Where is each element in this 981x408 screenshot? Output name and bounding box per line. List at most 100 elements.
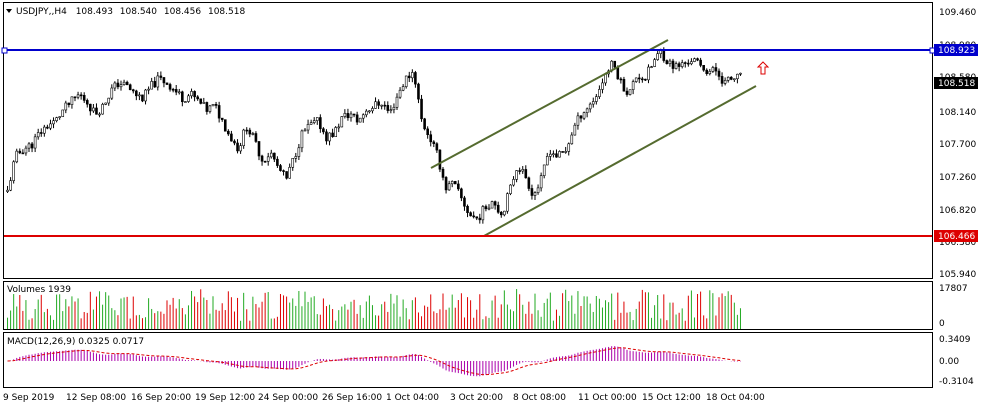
time-axis: 9 Sep 2019 12 Sep 08:00 16 Sep 20:00 19 … (3, 393, 765, 403)
candle-body (705, 69, 709, 74)
channel-lower-line[interactable] (483, 85, 757, 237)
candle-body (726, 76, 730, 81)
time-tick: 24 Sep 00:00 (258, 393, 318, 403)
candle-body (251, 133, 255, 135)
candle-body (463, 197, 466, 207)
candle-body (79, 94, 83, 97)
candle-body (524, 169, 528, 179)
candle-body (181, 91, 184, 103)
time-tick: 19 Sep 12:00 (195, 393, 255, 403)
candle-body (539, 175, 543, 189)
price-tick: 106.380 (939, 238, 976, 248)
candle-body (334, 127, 337, 137)
candle-body (634, 77, 638, 82)
time-tick: 15 Oct 12:00 (642, 393, 701, 403)
candle-body (309, 122, 313, 125)
candle-body (165, 82, 169, 85)
candle-body (245, 129, 249, 132)
candle-body (46, 126, 49, 129)
candle-body (622, 79, 626, 92)
candle-body (665, 60, 669, 65)
candle-body (269, 152, 273, 158)
candle-body (604, 73, 607, 84)
candle-body (119, 84, 123, 88)
volume-label: Volumes 1939 (7, 285, 71, 295)
candle-body (573, 124, 577, 136)
candle-body (128, 84, 132, 91)
candle-body (73, 96, 77, 99)
volume-tick: 17807 (939, 284, 968, 294)
candle-body (490, 201, 494, 209)
price-panel-frame (3, 2, 933, 279)
candle-body (628, 89, 632, 95)
candle-body (530, 188, 534, 196)
candle-body (162, 77, 166, 84)
candle-body (315, 117, 319, 121)
dropdown-triangle-icon[interactable] (6, 9, 12, 13)
resistance-anchor[interactable] (1, 47, 8, 54)
candle-body (426, 128, 429, 135)
candle-body (95, 107, 98, 115)
time-tick: 11 Oct 00:00 (578, 393, 637, 403)
candle-body (598, 89, 601, 97)
candle-body (82, 95, 86, 101)
candle-body (503, 210, 506, 216)
candle-body (343, 113, 347, 117)
candle-body (561, 151, 564, 153)
candle-body (340, 116, 344, 128)
candle-body (567, 143, 571, 152)
candle-body (591, 101, 595, 105)
price-tick: 109.460 (939, 8, 976, 18)
candle-body (263, 160, 267, 163)
candle-body (545, 156, 549, 166)
up-arrow-icon[interactable] (756, 61, 770, 75)
candle-body (711, 67, 715, 72)
candle-body (331, 132, 334, 137)
candle-body (6, 189, 9, 192)
candle-body (260, 155, 264, 162)
candle-body (683, 62, 687, 64)
candle-body (699, 59, 702, 66)
candle-body (12, 161, 15, 181)
candle-body (300, 130, 304, 149)
resistance-price-label: 108.923 (938, 46, 975, 56)
candle-body (171, 88, 175, 91)
candle-body (588, 103, 592, 110)
candle-body (466, 205, 469, 213)
candle-body (552, 153, 555, 156)
channel-upper-line[interactable] (430, 39, 669, 169)
candle-body (398, 89, 402, 98)
candle-body (555, 153, 558, 158)
candle-body (687, 62, 690, 65)
candle-body (18, 150, 22, 154)
candle-body (481, 206, 485, 221)
candle-body (220, 117, 224, 120)
candle-body (644, 78, 647, 81)
candle-body (325, 131, 328, 142)
current-price-label: 108.518 (938, 79, 975, 89)
candle-body (202, 102, 206, 104)
candle-body (447, 183, 451, 191)
candle-body (291, 158, 295, 168)
candle-body (276, 158, 279, 166)
candle-body (227, 130, 230, 135)
candle-body (702, 65, 705, 71)
candle-body (453, 181, 457, 185)
candle-body (144, 89, 147, 102)
candle-body (469, 212, 472, 217)
candle-body (58, 116, 61, 118)
candle-body (355, 114, 359, 123)
candle-body (460, 188, 463, 199)
candle-body (432, 141, 436, 144)
candle-body (257, 141, 261, 157)
candle-body (656, 53, 659, 60)
svg-text:USDJPY,,H4 108.493 108: USDJPY,,H4 108.493 108.540 108.456 108.5… (16, 7, 245, 17)
candle-body (131, 89, 135, 92)
candle-body (411, 72, 414, 79)
candle-body (677, 63, 681, 67)
candle-body (674, 63, 678, 69)
candle-body (570, 134, 574, 145)
candle-body (499, 211, 503, 216)
candle-body (24, 147, 28, 154)
